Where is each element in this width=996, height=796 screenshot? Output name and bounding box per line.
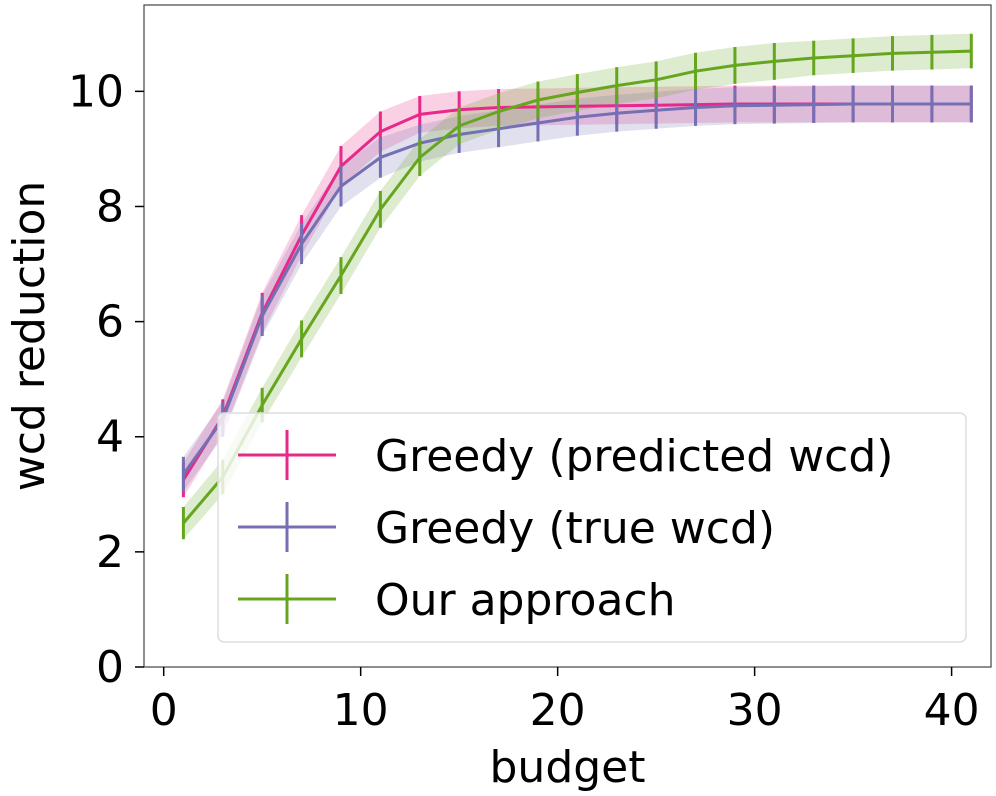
legend-label: Greedy (predicted wcd) bbox=[375, 431, 893, 482]
legend-box bbox=[217, 412, 967, 643]
series-3 bbox=[181, 33, 973, 540]
axes: 0 10 20 30 40 0 2 4 6 8 10 budget wcd reduction bbox=[4, 4, 992, 793]
y-tick-label: 8 bbox=[96, 181, 124, 232]
legend-item: Our approach bbox=[238, 574, 676, 626]
legend: Greedy (predicted wcd) Greedy (true wcd) O… bbox=[217, 412, 967, 643]
y-tick-label: 0 bbox=[96, 642, 124, 693]
plot-frame bbox=[143, 4, 992, 668]
legend-label: Our approach bbox=[375, 575, 676, 626]
legend-label: Greedy (true wcd) bbox=[375, 503, 775, 554]
x-tick-label: 10 bbox=[333, 685, 389, 736]
legend-item: Greedy (true wcd) bbox=[238, 502, 775, 554]
legend-item: Greedy (predicted wcd) bbox=[238, 430, 893, 482]
y-tick-label: 10 bbox=[68, 66, 124, 117]
x-tick-label: 0 bbox=[150, 685, 178, 736]
y-tick-label: 6 bbox=[96, 297, 124, 348]
y-tick-label: 2 bbox=[96, 527, 124, 578]
x-axis-ticks: 0 10 20 30 40 bbox=[150, 667, 980, 736]
y-axis-label: wcd reduction bbox=[4, 181, 55, 492]
series-lines bbox=[181, 33, 973, 540]
x-tick-label: 20 bbox=[530, 685, 586, 736]
x-tick-label: 40 bbox=[924, 685, 980, 736]
y-axis-ticks: 0 2 4 6 8 10 bbox=[68, 66, 144, 693]
y-tick-label: 4 bbox=[96, 412, 124, 463]
x-axis-label: budget bbox=[490, 742, 646, 793]
x-tick-label: 30 bbox=[727, 685, 783, 736]
series-2 bbox=[181, 85, 973, 492]
